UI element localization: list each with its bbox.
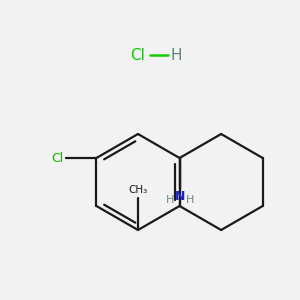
Text: H: H [185, 195, 194, 205]
Text: N: N [174, 190, 185, 202]
Text: H: H [165, 195, 174, 205]
Text: CH₃: CH₃ [128, 185, 148, 195]
Text: H: H [170, 47, 182, 62]
Text: Cl: Cl [130, 47, 145, 62]
Text: Cl: Cl [51, 152, 63, 164]
